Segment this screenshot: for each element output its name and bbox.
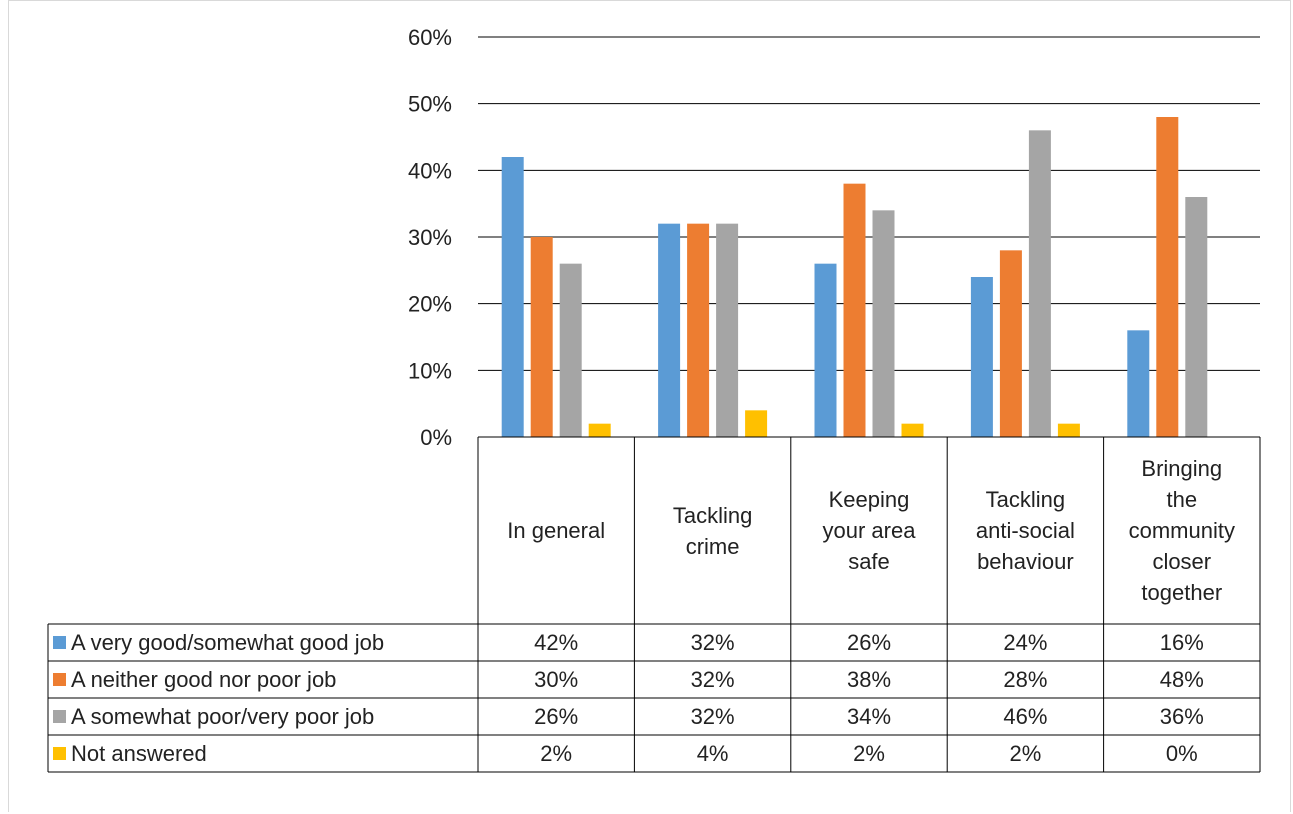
bar [687,223,710,437]
category-label-line: behaviour [977,549,1074,574]
category-label: In general [478,437,634,624]
data-cell: 32% [690,666,735,692]
y-tick-label: 50% [408,92,452,117]
category-label-line: Tackling [985,487,1066,512]
data-cell: 2% [1009,740,1042,766]
data-cell: 26% [846,629,892,655]
y-tick-label: 10% [408,358,452,383]
data-cell: 4% [696,740,729,766]
bar [588,423,611,437]
data-cell: 16% [1159,629,1204,655]
data-cell: 38% [846,666,892,692]
data-cell: 26% [534,703,579,729]
legend-swatch [53,673,66,686]
category-label-line: together [1141,580,1223,605]
data-cell: 48% [1159,666,1204,692]
data-cell: 2% [540,740,573,766]
bar [530,237,553,437]
category-label-line: the [1166,487,1198,512]
legend-label: A somewhat poor/very poor job [71,703,375,729]
bar [901,423,924,437]
bar [814,263,837,437]
y-tick-label: 60% [408,25,452,50]
category-label-line: Tackling [672,502,753,528]
category-label-line: anti-social [975,518,1075,543]
legend-entry: A very good/somewhat good job [48,624,384,661]
data-cell: 24% [1003,629,1048,655]
bar [1057,423,1080,437]
y-tick-label: 30% [408,225,452,250]
bar [1127,330,1150,437]
category-label-line: crime [685,533,740,559]
bar [745,410,768,437]
bar [843,183,866,437]
category-label-line: your area [822,518,916,543]
bar [559,263,582,437]
data-cell: 42% [534,629,579,655]
legend-swatch [53,710,66,723]
data-cell: 36% [1159,703,1204,729]
category-label-line: safe [848,549,890,574]
bar [970,277,993,437]
data-cell: 28% [1003,666,1048,692]
data-cell: 34% [846,703,892,729]
data-cell: 0% [1165,740,1198,766]
y-tick-label: 0% [420,425,452,450]
category-label-line: closer [1152,549,1212,574]
data-cell: 32% [690,703,735,729]
category-label-line: community [1128,518,1235,543]
bar [999,250,1022,437]
legend-label: A very good/somewhat good job [71,629,385,655]
category-label: Keeping your area safe [791,437,947,624]
legend-swatch [53,747,66,760]
legend-entry: A neither good nor poor job [48,661,336,698]
y-tick-label: 40% [408,158,452,183]
legend-swatch [53,636,66,649]
category-label: Bringing the community closer together [1104,437,1260,624]
category-label-line: Keeping [828,487,910,512]
legend-entry: Not answered [48,735,207,772]
category-label: Tackling anti-social behaviour [947,437,1103,624]
bar [716,223,739,437]
category-label-line: In general [507,518,606,543]
data-cell: 32% [690,629,735,655]
legend-label: A neither good nor poor job [71,666,337,692]
data-cell: 2% [853,740,885,766]
bar [1156,117,1179,437]
bar [872,210,895,437]
bar [501,157,524,437]
category-label: Tackling crime [634,437,790,624]
bar [658,223,681,437]
data-cell: 30% [534,666,579,692]
chart-frame [8,0,1291,812]
category-label-line: Bringing [1141,456,1223,481]
y-tick-label: 20% [408,292,452,317]
legend-entry: A somewhat poor/very poor job [48,698,374,735]
bar [1185,197,1208,437]
legend-label: Not answered [71,740,207,766]
bar [1028,130,1051,438]
data-cell: 46% [1003,703,1048,729]
